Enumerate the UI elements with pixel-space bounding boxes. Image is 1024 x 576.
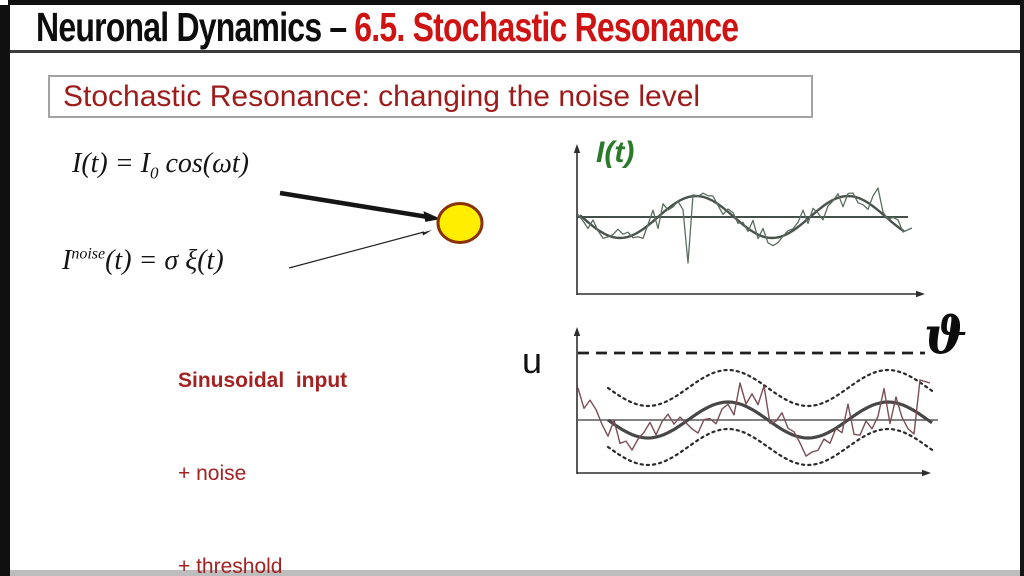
noise-formula-base: I: [62, 245, 72, 276]
header-title-black: Neuronal Dynamics –: [36, 4, 347, 50]
signal-formula-sub: 0: [149, 163, 159, 183]
noise-arrow-shaft: [288, 231, 425, 269]
signal-formula: I(t) = I0 cos(ωt): [72, 148, 249, 184]
annotation-line2: + noise: [178, 462, 247, 485]
subtitle-box: Stochastic Resonance: changing the noise…: [48, 75, 813, 118]
noise-arrow-head: [422, 230, 432, 236]
frame-top-bar: [8, 0, 1024, 5]
input-plot: [573, 144, 925, 298]
header-title-red: 6.5. Stochastic Resonance: [354, 4, 739, 50]
neuron-circle: [436, 202, 484, 244]
frame-bottom-bar: [0, 570, 1024, 576]
frame-right-bar: [1020, 0, 1024, 576]
signal-arrow-shaft: [279, 190, 429, 220]
membrane-plot-x-arrow: [922, 469, 931, 477]
membrane-plot: [573, 327, 938, 477]
membrane-plot-y-arrow: [573, 327, 581, 336]
threshold-label: ϑ: [924, 306, 968, 366]
noise-formula-sup: noise: [71, 245, 106, 263]
subtitle-text: Stochastic Resonance: changing the noise…: [63, 79, 701, 113]
noise-formula: Inoise(t) = σ ξ(t): [62, 245, 224, 277]
signal-formula-rest: cos(ωt): [158, 148, 250, 179]
upper-envelope-dotted: [606, 368, 934, 408]
slide-header: Neuronal Dynamics – 6.5. Stochastic Reso…: [36, 4, 739, 50]
input-noisy-curve: [577, 187, 913, 264]
membrane-plot-ylabel: u: [522, 340, 543, 381]
annotation-block: Sinusoidal input + noise + threshold: [178, 303, 347, 576]
input-plot-y-arrow: [573, 144, 581, 153]
lower-envelope-dotted: [606, 427, 934, 467]
header-divider: [0, 50, 1024, 53]
noise-formula-rest: (t) = σ ξ(t): [105, 245, 224, 276]
annotation-line1: Sinusoidal input: [178, 369, 348, 392]
frame-left-bar: [0, 5, 10, 576]
input-sine-curve: [579, 194, 905, 240]
membrane-noisy-curve: [577, 379, 931, 457]
annotation-line3: + threshold: [178, 555, 283, 576]
signal-arrow-head: [423, 211, 441, 222]
signal-formula-base: I(t) = I: [72, 148, 150, 179]
input-plot-ylabel: I(t): [596, 136, 635, 169]
input-plot-x-arrow: [916, 290, 925, 298]
